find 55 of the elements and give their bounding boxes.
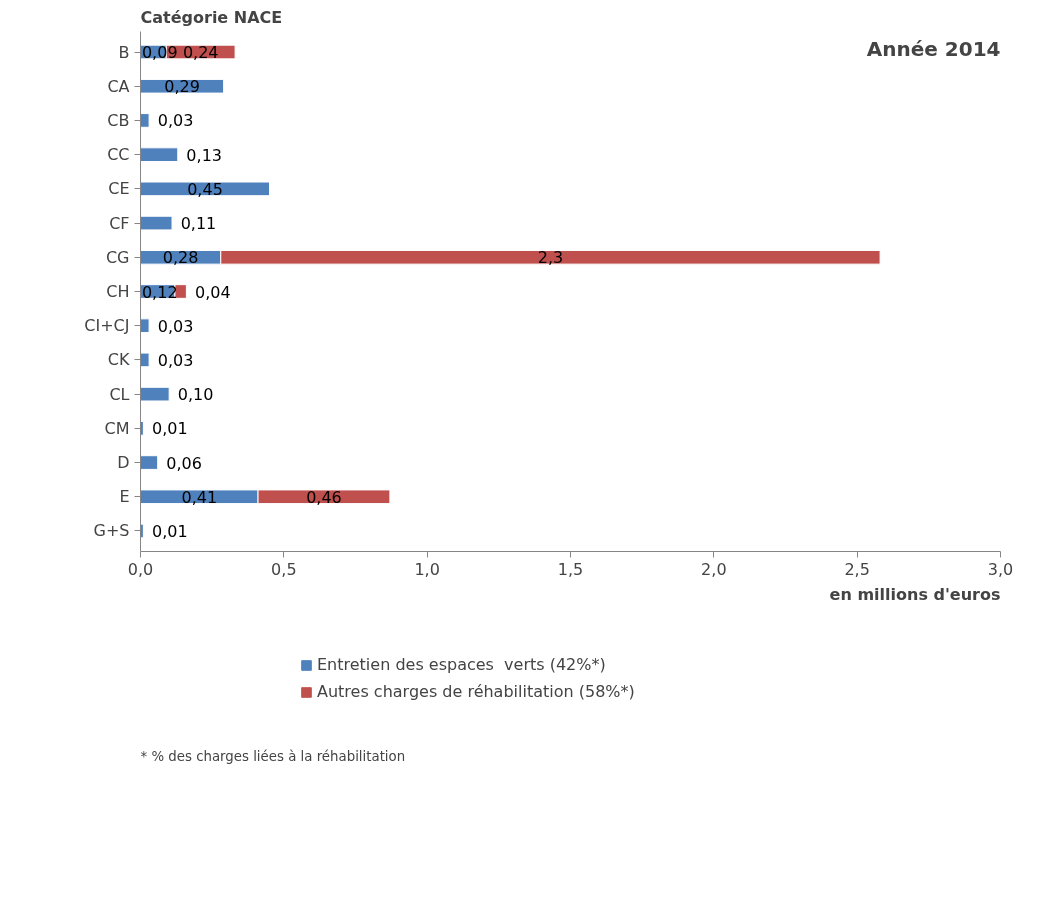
bar (140, 147, 179, 162)
data-label: 0,03 (157, 111, 194, 131)
bar (140, 181, 270, 197)
bar (140, 455, 159, 470)
data-label: 0,10 (177, 385, 214, 405)
y-tick-label: CM (104, 418, 130, 438)
y-tick-label: CG (105, 247, 130, 267)
x-tick-label: 1,0 (414, 559, 440, 579)
data-label: 0,03 (157, 350, 194, 370)
x-tick-label: 0,0 (127, 559, 154, 579)
data-label: 0,01 (151, 521, 188, 541)
y-tick-label: CA (107, 76, 130, 96)
bar (140, 352, 150, 368)
bar (140, 318, 150, 334)
chart-title: Année 2014 (866, 36, 1001, 61)
y-tick-label: CC (107, 145, 130, 165)
data-label: 0,04 (194, 282, 231, 302)
text: * % des charges liées à la réhabilitation (140, 748, 406, 764)
legend-label: Entretien des espaces verts (42%*) (317, 655, 606, 674)
y-tick-label: CL (109, 384, 130, 404)
x-tick-label: 0,5 (271, 559, 297, 579)
bar (140, 421, 144, 436)
y-tick-label: CB (107, 110, 130, 130)
x-tick-label: 3,0 (987, 559, 1014, 579)
data-label: 0,41 (181, 487, 218, 507)
legend-label: Autres charges de réhabilitation (58%*) (317, 682, 635, 701)
y-tick-label: E (119, 487, 130, 507)
y-axis-title: Catégorie NACE (140, 7, 283, 27)
bar (140, 523, 144, 539)
x-tick-label: 1,5 (557, 559, 584, 579)
data-label: 2,3 (537, 248, 564, 268)
y-tick-label: CF (109, 213, 130, 233)
bar (140, 113, 150, 128)
data-label: 0,24 (182, 43, 219, 63)
y-tick-label: CH (106, 282, 130, 301)
bar (140, 386, 170, 402)
data-label: 0,13 (186, 145, 222, 165)
data-label: 0,28 (162, 248, 199, 268)
y-tick-label: D (117, 453, 130, 473)
y-tick-label: CE (108, 179, 130, 199)
x-tick-label: 2,0 (701, 559, 727, 579)
data-label: 0,01 (151, 419, 188, 439)
y-tick-label: CI+CJ (84, 316, 130, 336)
data-label: 0,29 (164, 77, 200, 97)
data-label: 0,45 (187, 179, 223, 199)
y-tick-label: G+S (93, 521, 130, 541)
data-label: 0,03 (157, 316, 194, 336)
data-label: 0,06 (166, 453, 202, 473)
y-tick-label: CK (107, 350, 131, 370)
data-label: 0,11 (180, 214, 217, 234)
y-tick-label: B (118, 42, 130, 62)
data-label: 0,46 (306, 487, 342, 507)
x-tick-label: 2,5 (844, 559, 870, 579)
x-axis-title: en millions d'euros (829, 584, 1001, 604)
bar (140, 215, 173, 231)
